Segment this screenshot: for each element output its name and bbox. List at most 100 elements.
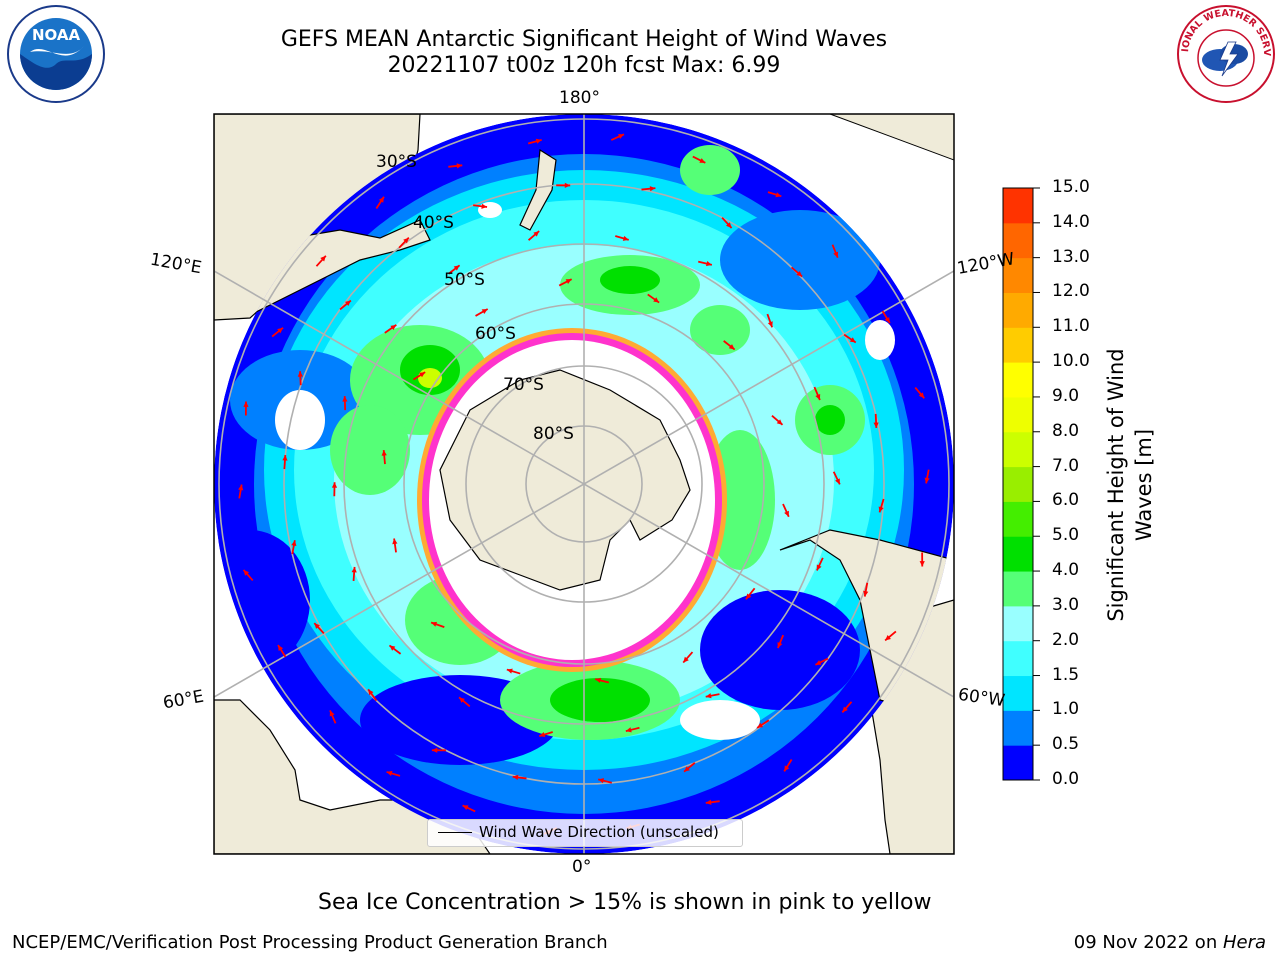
lat-label-30s: 30°S <box>376 152 417 172</box>
wave-arrow-head <box>842 706 848 713</box>
colorbar-tick-label: 0.5 <box>1052 734 1080 755</box>
wave-arrow-head <box>775 192 782 198</box>
wave-arrow-head <box>453 265 460 271</box>
wave-arrow-head <box>331 482 338 488</box>
wave-arrow-head <box>539 732 546 738</box>
wave-arrow-head <box>368 689 374 696</box>
colorbar-bin <box>1003 327 1033 363</box>
wave-arrow-head <box>649 186 656 192</box>
colorbar-tick-label: 6.0 <box>1052 490 1080 511</box>
wave-arrow-head <box>565 279 572 284</box>
colorbar-bin <box>1003 675 1033 711</box>
wave-arrow-head <box>884 317 890 324</box>
wave-arrow-head <box>564 182 571 189</box>
wave-arrow-head <box>705 693 712 699</box>
nws-logo: NATIONAL WEATHER SERVICE <box>1176 4 1275 103</box>
colorbar-bin <box>1003 222 1033 259</box>
wave-arrow-head <box>351 566 357 573</box>
wave-arrow-head <box>278 645 284 652</box>
colorbar-bin <box>1003 396 1033 433</box>
colorbar-tick-label: 8.0 <box>1052 420 1080 441</box>
colorbar-tick-label: 12.0 <box>1052 281 1090 302</box>
wave-arrow-head <box>297 371 303 377</box>
wave-arrow-head <box>329 710 335 717</box>
wave-arrow-head <box>767 321 773 328</box>
wave-arrow-head <box>345 300 351 306</box>
wave-arrow-head <box>622 235 629 241</box>
wave-arrow-head <box>462 805 469 811</box>
wave-arrow-head <box>381 450 387 456</box>
wave-arrow-head <box>745 593 752 600</box>
map-frame <box>213 113 955 855</box>
wave-arrow-head <box>431 747 438 753</box>
wave-arrow-head <box>653 297 660 303</box>
wave-arrow-head <box>282 455 288 461</box>
colorbar-tick-label: 4.0 <box>1052 560 1080 581</box>
colorbar-tick-label: 10.0 <box>1052 351 1090 372</box>
wave-arrow-head <box>784 765 790 772</box>
colorbar-tick-label: 9.0 <box>1052 385 1080 406</box>
wave-arrow-head <box>243 569 250 576</box>
wave-arrow-head <box>277 327 284 334</box>
colorbar-tick-label: 14.0 <box>1052 211 1090 232</box>
wave-arrow-head <box>784 510 789 517</box>
wave-arrow-head <box>314 623 320 629</box>
wave-arrow-head <box>706 261 712 267</box>
colorbar-bin <box>1003 292 1033 328</box>
legend-label: Wind Wave Direction (unscaled) <box>479 823 719 841</box>
wave-arrow-head <box>459 697 465 703</box>
colorbar-tick-label: 15.0 <box>1052 177 1090 197</box>
wave-arrow-head <box>863 590 869 597</box>
colorbar-tick-label: 7.0 <box>1052 455 1080 476</box>
credit-line: NCEP/EMC/Verification Post Processing Pr… <box>12 932 608 953</box>
lon-label-0: 0° <box>572 857 592 877</box>
colorbar-bin <box>1003 640 1033 677</box>
colorbar-bin <box>1003 745 1033 781</box>
colorbar-tick-label: 5.0 <box>1052 525 1080 546</box>
wave-arrow-head <box>320 255 326 262</box>
lat-label-60s: 60°S <box>475 324 516 344</box>
colorbar-label: Significant Height of Wind Waves [m] <box>1104 348 1156 622</box>
wave-arrow-head <box>595 677 602 683</box>
colorbar-bin <box>1003 571 1033 607</box>
colorbar-bin <box>1003 501 1033 537</box>
wave-arrow-head <box>835 478 840 485</box>
machine-name: Hera <box>1222 932 1266 953</box>
wave-arrow-head <box>386 770 393 776</box>
wave-arrow-head <box>683 656 689 663</box>
wave-arrow-head <box>625 727 632 733</box>
wave-arrow-head <box>699 158 706 163</box>
colorbar-tick-label: 1.0 <box>1052 699 1080 720</box>
wave-arrow-head <box>238 484 244 491</box>
colorbar-bin <box>1003 431 1033 468</box>
wave-arrow-head <box>481 203 488 209</box>
wave-arrow-head <box>419 372 426 378</box>
wave-arrow-head <box>728 344 735 350</box>
lat-label-40s: 40°S <box>413 213 454 233</box>
wave-arrow-head <box>726 222 732 228</box>
colorbar-bin <box>1003 362 1033 398</box>
colorbar-tick-label: 1.5 <box>1052 664 1080 685</box>
wave-arrow-head <box>816 564 822 571</box>
graticule <box>214 114 954 854</box>
colorbar-tick-label: 2.0 <box>1052 629 1080 650</box>
wave-arrow-head <box>342 396 348 402</box>
wind-wave-arrows <box>238 133 930 835</box>
wave-arrow-head <box>512 774 519 780</box>
map-legend: Wind Wave Direction (unscaled) <box>427 819 743 847</box>
colorbar-bin <box>1003 188 1033 224</box>
chart-title: GEFS MEAN Antarctic Significant Height o… <box>280 27 888 52</box>
wave-arrow-head <box>833 251 839 258</box>
colorbar-tick-label: 0.0 <box>1052 769 1080 789</box>
wave-arrow-head <box>878 506 884 513</box>
lat-label-80s: 80°S <box>533 424 574 444</box>
colorbar-bin <box>1003 466 1033 502</box>
wave-arrow-head <box>684 766 690 772</box>
wave-arrow-head <box>776 419 783 425</box>
wave-arrow-head <box>535 138 542 144</box>
wave-arrow-head <box>873 422 879 428</box>
wave-arrow-head <box>757 722 764 728</box>
wave-arrow-head <box>849 337 856 343</box>
colorbar-bin <box>1003 257 1033 293</box>
